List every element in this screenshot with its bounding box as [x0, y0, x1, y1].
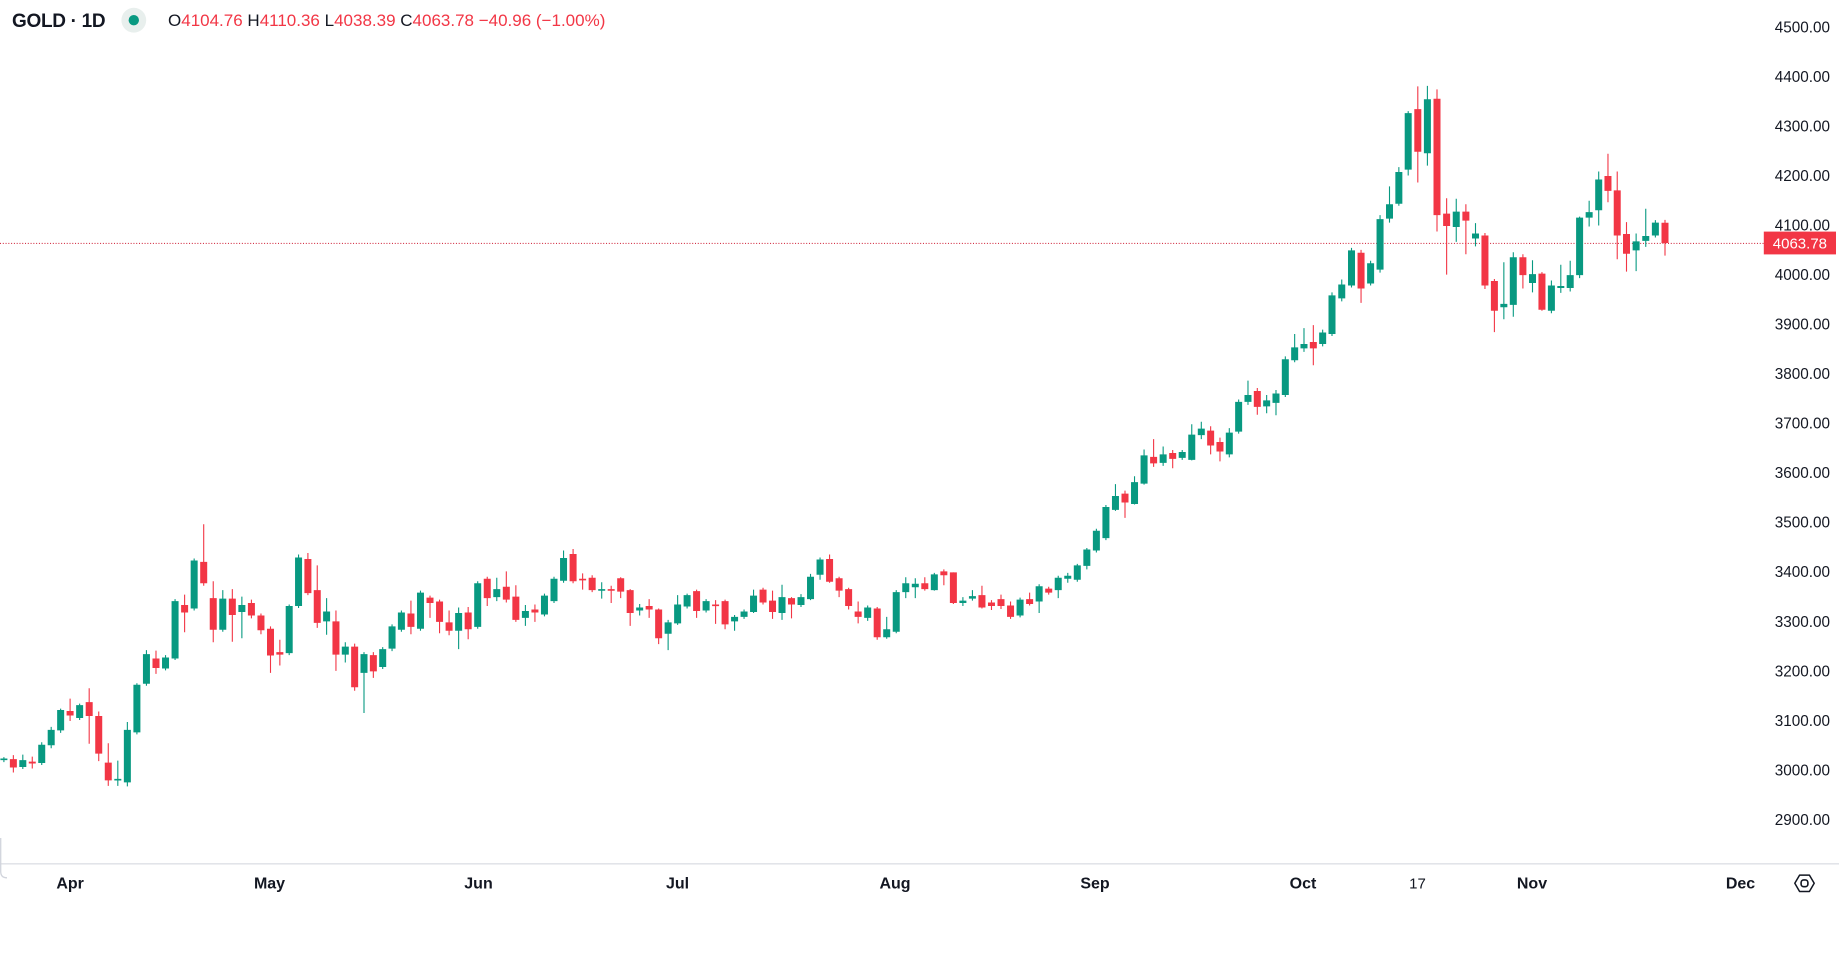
- svg-text:3700.00: 3700.00: [1775, 416, 1830, 433]
- svg-text:Jul: Jul: [666, 876, 689, 893]
- svg-text:3500.00: 3500.00: [1775, 515, 1830, 532]
- svg-text:O4104.76 H4110.36 L4038.39 C40: O4104.76 H4110.36 L4038.39 C4063.78 −40.…: [168, 11, 605, 30]
- svg-text:4063.78: 4063.78: [1773, 235, 1827, 252]
- svg-text:3400.00: 3400.00: [1775, 564, 1830, 581]
- svg-text:4200.00: 4200.00: [1775, 168, 1830, 185]
- svg-text:4000.00: 4000.00: [1775, 267, 1830, 284]
- svg-text:3300.00: 3300.00: [1775, 614, 1830, 631]
- svg-text:Aug: Aug: [879, 876, 910, 893]
- svg-text:4100.00: 4100.00: [1775, 218, 1830, 235]
- svg-text:Apr: Apr: [56, 876, 84, 893]
- svg-text:Sep: Sep: [1080, 876, 1110, 893]
- svg-text:May: May: [254, 876, 285, 893]
- svg-text:Dec: Dec: [1726, 876, 1755, 893]
- svg-text:Oct: Oct: [1290, 876, 1317, 893]
- svg-text:4500.00: 4500.00: [1775, 19, 1830, 36]
- svg-text:17: 17: [1409, 876, 1426, 893]
- svg-text:Nov: Nov: [1517, 876, 1547, 893]
- svg-text:3200.00: 3200.00: [1775, 663, 1830, 680]
- svg-text:3100.00: 3100.00: [1775, 713, 1830, 730]
- svg-text:3000.00: 3000.00: [1775, 762, 1830, 779]
- svg-text:4300.00: 4300.00: [1775, 118, 1830, 135]
- svg-text:Jun: Jun: [464, 876, 492, 893]
- svg-text:2900.00: 2900.00: [1775, 812, 1830, 829]
- svg-text:3600.00: 3600.00: [1775, 465, 1830, 482]
- svg-text:4400.00: 4400.00: [1775, 69, 1830, 86]
- svg-text:GOLD · 1D: GOLD · 1D: [12, 11, 105, 32]
- svg-text:3900.00: 3900.00: [1775, 317, 1830, 334]
- svg-text:3800.00: 3800.00: [1775, 366, 1830, 383]
